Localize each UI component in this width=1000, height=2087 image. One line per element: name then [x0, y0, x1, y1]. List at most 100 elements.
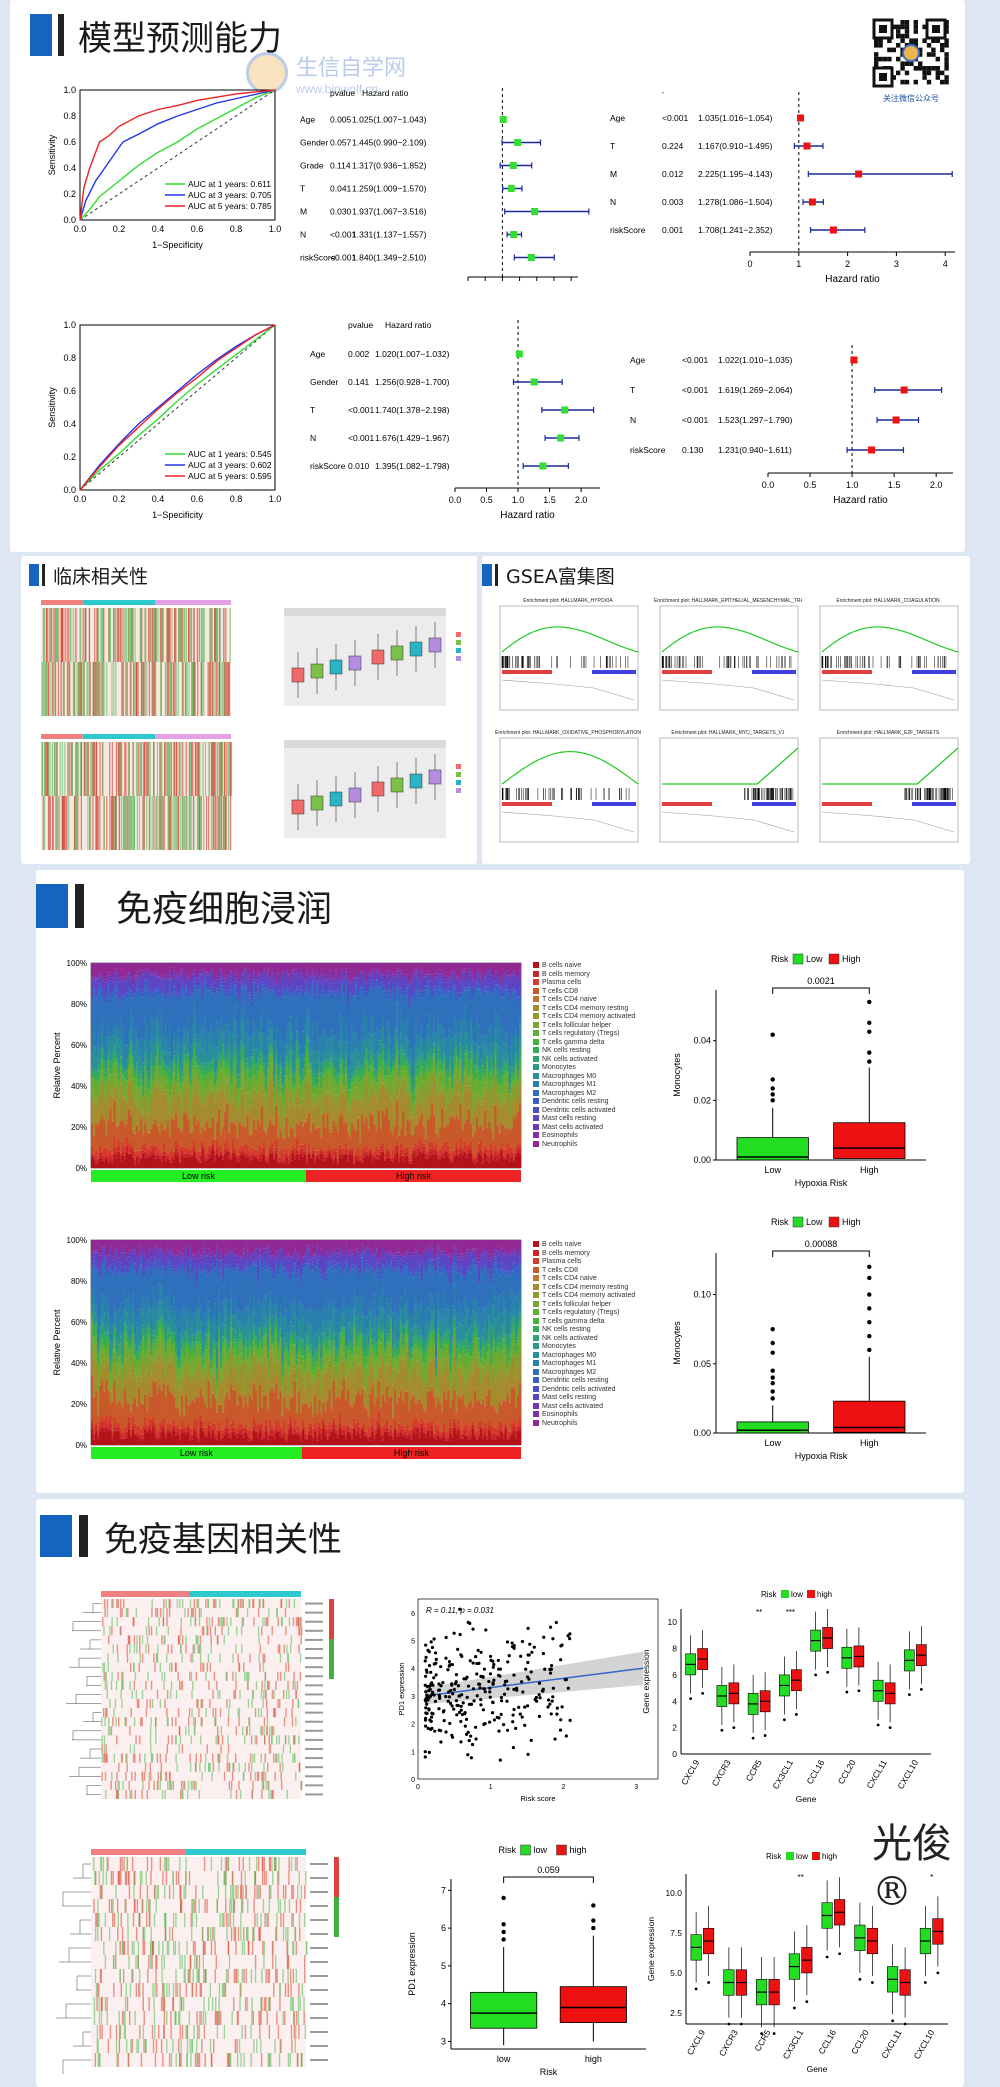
- stack-segment: [215, 1153, 219, 1168]
- stack-segment: [387, 1018, 391, 1032]
- stack-segment: [318, 1153, 321, 1160]
- stack-segment: [365, 1076, 368, 1080]
- stack-segment: [383, 963, 387, 976]
- stack-segment: [285, 987, 288, 990]
- stack-segment: [174, 963, 178, 974]
- stack-segment: [336, 1040, 340, 1055]
- stack-segment: [359, 1143, 362, 1155]
- qr-code[interactable]: 关注微信公众号: [870, 18, 952, 103]
- stack-segment: [156, 989, 159, 996]
- stack-segment: [107, 1068, 110, 1080]
- stack-segment: [373, 987, 376, 990]
- stack-segment: [111, 997, 114, 1030]
- stack-segment: [353, 995, 356, 1033]
- stack-segment: [250, 1105, 254, 1133]
- section-title-model-text: 模型预测能力: [78, 18, 282, 59]
- stack-segment: [91, 1154, 94, 1157]
- stack-segment: [125, 1086, 129, 1103]
- stack-segment: [185, 975, 188, 979]
- stack-segment: [383, 1075, 387, 1078]
- stack-segment: [252, 1035, 256, 1051]
- stack-segment: [234, 1125, 237, 1150]
- stack-segment: [396, 1003, 399, 1029]
- heatmap-cell: [120, 742, 123, 796]
- stack-segment: [134, 1028, 137, 1051]
- qr-finder-core: [879, 73, 887, 81]
- stack-segment: [213, 1051, 217, 1073]
- stack-segment: [101, 1155, 104, 1161]
- stack-segment: [246, 1153, 249, 1157]
- stack-segment: [258, 1051, 262, 1053]
- stack-segment: [217, 1055, 221, 1059]
- stack-segment: [275, 1082, 278, 1085]
- stack-segment: [267, 1125, 270, 1128]
- stack-segment: [228, 1095, 231, 1103]
- stack-segment: [349, 1111, 352, 1136]
- stack-segment: [334, 1055, 338, 1070]
- stack-segment: [191, 974, 194, 979]
- stack-segment: [115, 1088, 118, 1126]
- stack-segment: [363, 1122, 366, 1125]
- stack-segment: [308, 963, 311, 975]
- stack-segment: [95, 1095, 98, 1106]
- stack-segment: [91, 1067, 94, 1071]
- stack-segment: [361, 1042, 364, 1066]
- stack-segment: [389, 1096, 393, 1100]
- stack-segment: [146, 1073, 149, 1079]
- stack-segment: [230, 1122, 233, 1154]
- gsea-panel: GSEA富集图 Enrichment plot: HALLMARK_HYPOXI…: [482, 556, 970, 864]
- stack-segment: [283, 1139, 286, 1155]
- heatmap-cell: [121, 662, 123, 716]
- stack-segment: [150, 1066, 153, 1068]
- legend-swatch: [456, 780, 461, 785]
- stack-segment: [136, 970, 139, 973]
- heatmap-cell: [102, 742, 104, 796]
- heatmap-cell: [56, 742, 58, 796]
- stack-segment: [152, 1067, 155, 1073]
- stack-segment: [279, 1079, 282, 1094]
- heatmap-cell: [128, 796, 130, 850]
- stack-segment: [338, 1060, 342, 1065]
- row-label: riskScore: [300, 253, 336, 263]
- stack-segment: [215, 1078, 219, 1082]
- stack-segment: [174, 1148, 178, 1154]
- stack-segment: [101, 1059, 104, 1061]
- stack-segment: [369, 1096, 372, 1112]
- stack-segment: [363, 986, 366, 992]
- stack-segment: [351, 1146, 354, 1150]
- stack-segment: [346, 1065, 350, 1073]
- stack-segment: [252, 1119, 256, 1150]
- stack-segment: [377, 1088, 381, 1093]
- stack-segment: [301, 1069, 305, 1071]
- stack-segment: [322, 1150, 325, 1155]
- heatmap-cell: [193, 608, 195, 662]
- stack-segment: [332, 1089, 335, 1102]
- stack-segment: [142, 1116, 145, 1133]
- qr-module: [891, 47, 896, 53]
- annotation-bar: [41, 734, 83, 739]
- stack-segment: [203, 1160, 206, 1168]
- stack-segment: [334, 970, 338, 973]
- stack-segment: [285, 1088, 288, 1115]
- stack-segment: [109, 1068, 112, 1074]
- stack-segment: [158, 1090, 161, 1095]
- watermark-url: www.biowolf.cn: [296, 82, 379, 96]
- stack-segment: [174, 1153, 178, 1168]
- stack-segment: [271, 963, 274, 969]
- stack-segment: [394, 993, 397, 997]
- heatmap-cell: [149, 608, 151, 662]
- stack-segment: [201, 1029, 204, 1049]
- stack-segment: [310, 973, 313, 977]
- stack-segment: [373, 1086, 376, 1092]
- stack-segment: [187, 1084, 190, 1090]
- stack-segment: [103, 1043, 106, 1055]
- stack-segment: [160, 975, 163, 979]
- stack-segment: [131, 984, 135, 986]
- stack-segment: [301, 1156, 305, 1168]
- stack-segment: [299, 1120, 303, 1122]
- x-tick-label: 0.2: [113, 224, 126, 234]
- stack-segment: [318, 1126, 321, 1128]
- heatmap-cell: [173, 662, 175, 716]
- column-header: Hazard ratio: [708, 92, 755, 94]
- stack-segment: [308, 1079, 311, 1083]
